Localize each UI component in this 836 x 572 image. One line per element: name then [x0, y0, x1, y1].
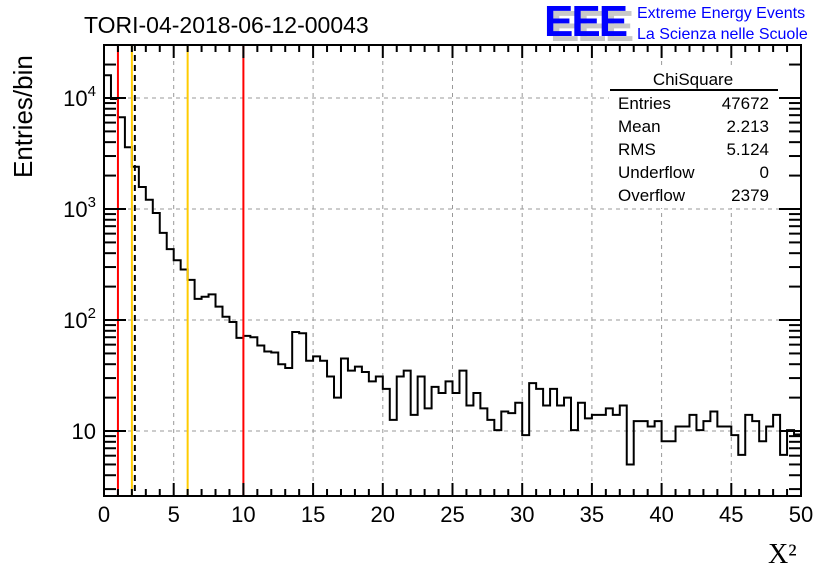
x-tick-label: 25	[440, 502, 464, 527]
y-axis-label: Entries/bin	[8, 55, 38, 178]
x-tick-label: 0	[98, 502, 110, 527]
x-axis-label: X²	[768, 539, 797, 570]
chart-title: TORI-04-2018-06-12-00043	[84, 12, 369, 38]
y-tick-base: 10	[63, 197, 87, 222]
logo-mark: EEE	[544, 0, 627, 46]
logo-line-2: La Scienza nelle Scuole	[637, 26, 808, 43]
stats-label-rms: RMS	[618, 140, 656, 159]
y-tick-label: 104	[63, 83, 96, 111]
x-tick-label: 10	[231, 502, 255, 527]
logo-line-1: Extreme Energy Events	[637, 5, 805, 22]
x-tick-label: 15	[301, 502, 325, 527]
x-tick-label: 50	[789, 502, 813, 527]
y-tick-label: 103	[63, 194, 96, 222]
x-tick-label: 30	[510, 502, 534, 527]
y-tick-exponent: 2	[88, 305, 96, 322]
stats-label-mean: Mean	[618, 117, 661, 136]
y-tick-base: 10	[63, 86, 87, 111]
y-tick-label: 102	[63, 305, 96, 333]
stats-value-mean: 2.213	[726, 117, 769, 136]
stats-box: ChiSquare Entries 47672 Mean 2.213 RMS 5…	[609, 66, 779, 208]
stats-value-overflow: 2379	[731, 186, 769, 205]
x-tick-label: 5	[168, 502, 180, 527]
x-tick-label: 20	[371, 502, 395, 527]
stats-title: ChiSquare	[653, 70, 733, 89]
histogram-outline	[103, 74, 802, 496]
y-tick-label: 10	[72, 419, 96, 444]
stats-value-underflow: 0	[760, 163, 769, 182]
x-tick-label: 45	[719, 502, 743, 527]
y-tick-base: 10	[72, 419, 96, 444]
x-tick-label: 35	[580, 502, 604, 527]
histogram	[103, 74, 802, 496]
stats-label-overflow: Overflow	[618, 186, 686, 205]
x-tick-label: 40	[649, 502, 673, 527]
y-tick-exponent: 3	[88, 194, 96, 211]
x-tick-labels: 0 5 10 15 20 25 30 35 40 45 50	[98, 502, 813, 527]
marker-lines	[116, 45, 245, 496]
stats-label-entries: Entries	[618, 94, 671, 113]
stats-value-entries: 47672	[722, 94, 769, 113]
stats-value-rms: 5.124	[726, 140, 769, 159]
eee-logo: EEE Extreme Energy Events La Scienza nel…	[544, 0, 808, 46]
y-tick-exponent: 4	[88, 83, 96, 100]
axes	[103, 44, 802, 497]
y-tick-base: 10	[63, 308, 87, 333]
stats-label-underflow: Underflow	[618, 163, 695, 182]
